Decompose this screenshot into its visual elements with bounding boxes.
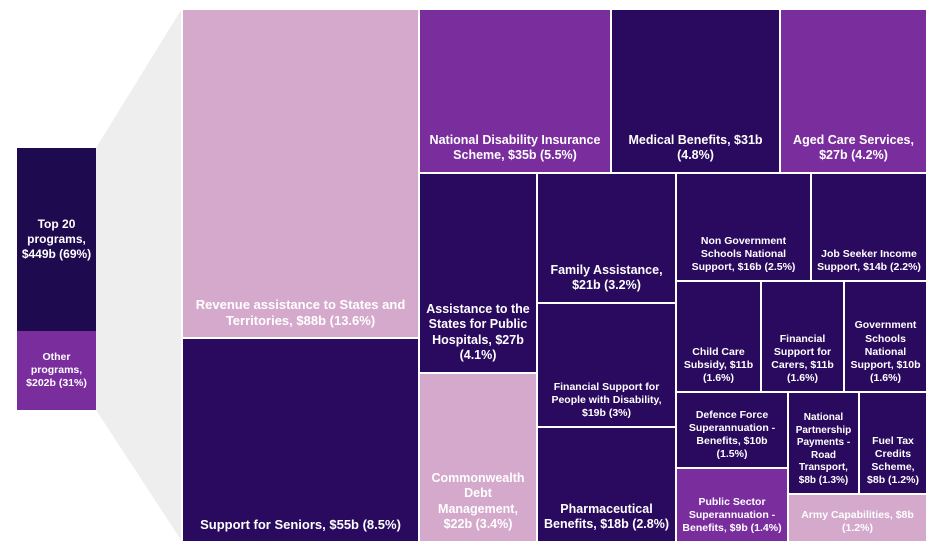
treemap-tile-revenue-assistance: Revenue assistance to States and Territo… — [181, 8, 420, 339]
treemap-tile-label: Family Assistance, $21b (3.2%) — [550, 262, 663, 293]
treemap-tile-road-transport: National Partnership Payments - Road Tra… — [787, 391, 860, 495]
treemap-tile-support-seniors: Support for Seniors, $55b (8.5%) — [181, 337, 420, 543]
treemap-tile-carers: Financial Support for Carers, $11b (1.6%… — [760, 280, 845, 393]
summary-top20: Top 20 programs, $449b (69%) — [17, 148, 96, 331]
treemap-tile-aged-care: Aged Care Services, $27b (4.2%) — [779, 8, 928, 174]
treemap-tile-army: Army Capabilities, $8b (1.2%) — [787, 493, 928, 543]
treemap-tile-non-gov-schools: Non Government Schools National Support,… — [675, 172, 812, 282]
treemap-tile-disability-support: Financial Support for People with Disabi… — [536, 302, 677, 428]
treemap-tile-job-seeker: Job Seeker Income Support, $14b (2.2%) — [810, 172, 928, 282]
treemap-tile-label: Financial Support for Carers, $11b (1.6%… — [771, 332, 834, 384]
treemap-tile-label: Non Government Schools National Support,… — [691, 234, 796, 273]
summary-other-label: Other programs, $202b (31%) — [26, 350, 87, 390]
summary-top20-label: Top 20 programs, $449b (69%) — [21, 217, 92, 261]
treemap-tile-label: Child Care Subsidy, $11b (1.6%) — [683, 345, 754, 384]
treemap-tile-label: Defence Force Superannuation - Benefits,… — [688, 408, 776, 460]
treemap-tile-public-hospitals: Assistance to the States for Public Hosp… — [418, 172, 538, 374]
treemap-tile-label: Assistance to the States for Public Hosp… — [426, 301, 530, 363]
treemap-tile-label: National Disability Insurance Scheme, $3… — [429, 132, 601, 163]
treemap-tile-family-assistance: Family Assistance, $21b (3.2%) — [536, 172, 677, 304]
treemap-tile-pharmaceutical: Pharmaceutical Benefits, $18b (2.8%) — [536, 426, 677, 543]
treemap-tile-label: Public Sector Superannuation - Benefits,… — [682, 495, 782, 534]
treemap-tile-ndis: National Disability Insurance Scheme, $3… — [418, 8, 612, 174]
treemap-tile-label: National Partnership Payments - Road Tra… — [795, 412, 852, 486]
treemap-tile-label: Pharmaceutical Benefits, $18b (2.8%) — [543, 501, 670, 532]
treemap-tile-medical-benefits: Medical Benefits, $31b (4.8%) — [610, 8, 781, 174]
treemap-tile-label: Fuel Tax Credits Scheme, $8b (1.2%) — [867, 434, 919, 486]
treemap-tile-label: Commonwealth Debt Management, $22b (3.4%… — [431, 470, 525, 532]
treemap-tile-label: Army Capabilities, $8b (1.2%) — [801, 508, 914, 534]
treemap-tile-label: Support for Seniors, $55b (8.5%) — [200, 516, 401, 532]
treemap-tile-label: Aged Care Services, $27b (4.2%) — [793, 132, 914, 163]
treemap-tile-gov-schools: Government Schools National Support, $10… — [843, 280, 928, 393]
treemap-tile-debt-management: Commonwealth Debt Management, $22b (3.4%… — [418, 372, 538, 543]
treemap-tile-label: Medical Benefits, $31b (4.8%) — [628, 132, 763, 163]
treemap-tile-public-sector-super: Public Sector Superannuation - Benefits,… — [675, 467, 789, 543]
treemap-tile-defence-super: Defence Force Superannuation - Benefits,… — [675, 391, 789, 469]
summary-other: Other programs, $202b (31%) — [17, 331, 96, 410]
treemap-tile-fuel-tax: Fuel Tax Credits Scheme, $8b (1.2%) — [858, 391, 928, 495]
treemap-tile-label: Revenue assistance to States and Territo… — [195, 296, 406, 328]
treemap-tile-label: Government Schools National Support, $10… — [850, 319, 921, 384]
treemap-tile-child-care: Child Care Subsidy, $11b (1.6%) — [675, 280, 762, 393]
treemap-tile-label: Financial Support for People with Disabi… — [551, 380, 662, 419]
treemap-tile-label: Job Seeker Income Support, $14b (2.2%) — [817, 247, 921, 273]
